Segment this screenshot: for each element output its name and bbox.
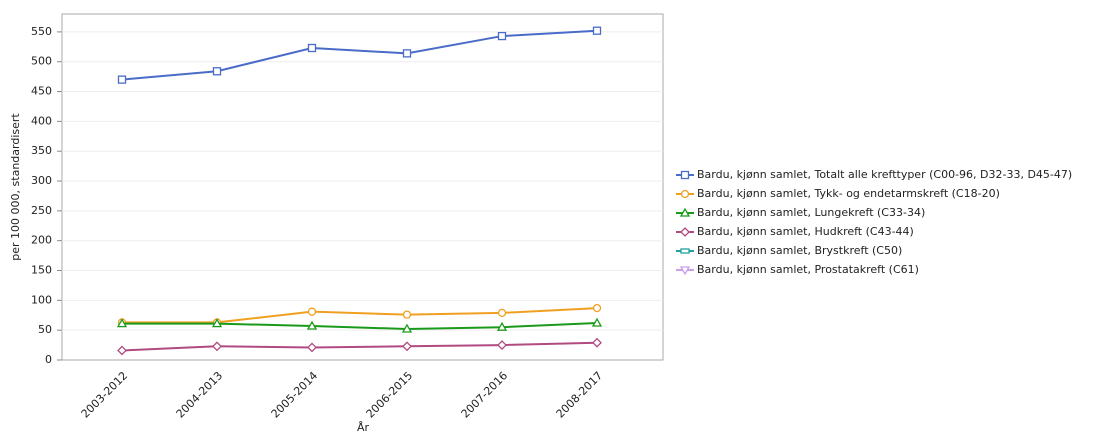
marker	[401, 323, 413, 333]
y-tick-label: 150	[31, 264, 52, 277]
legend-label: Bardu, kjønn samlet, Tykk- og endetarmsk…	[697, 187, 1000, 200]
y-axis-label: per 100 000, standardisert	[9, 113, 22, 261]
x-tick-label: 2003-2012	[79, 369, 131, 421]
marker	[307, 43, 317, 53]
legend-label: Bardu, kjønn samlet, Lungekreft (C33-34)	[697, 206, 925, 219]
x-tick-label: 2008-2017	[554, 369, 606, 421]
x-axis-label: År	[357, 421, 370, 434]
marker	[402, 341, 412, 352]
marker	[591, 317, 603, 327]
marker	[680, 227, 690, 237]
y-tick-label: 400	[31, 114, 52, 127]
marker	[211, 318, 223, 328]
marker	[679, 207, 691, 217]
plot-area	[61, 13, 664, 361]
y-tick-label: 450	[31, 85, 52, 98]
legend-label: Bardu, kjønn samlet, Hudkreft (C43-44)	[697, 225, 914, 238]
marker	[117, 75, 127, 84]
marker	[592, 337, 602, 348]
marker	[116, 318, 128, 328]
marker	[592, 26, 602, 35]
x-tick-label: 2005-2014	[269, 369, 321, 421]
marker	[117, 345, 127, 356]
y-tick-label: 100	[31, 293, 52, 306]
series-line	[122, 322, 598, 330]
marker	[212, 67, 222, 76]
marker	[402, 49, 412, 58]
marker	[592, 303, 602, 313]
marker	[307, 307, 317, 316]
marker	[212, 341, 222, 352]
marker	[497, 340, 507, 351]
marker	[307, 342, 317, 353]
y-tick-label: 550	[31, 25, 52, 38]
marker	[679, 266, 691, 276]
marker	[497, 31, 507, 41]
series-line	[121, 29, 598, 81]
legend-label: Bardu, kjønn samlet, Totalt alle kreftty…	[697, 168, 1072, 181]
y-tick-label: 250	[31, 204, 52, 217]
marker	[497, 308, 507, 318]
marker	[680, 189, 690, 199]
series-line	[122, 307, 598, 324]
y-tick-label: 350	[31, 144, 52, 157]
marker	[306, 320, 318, 330]
legend-label: Bardu, kjønn samlet, Prostatakreft (C61)	[697, 263, 919, 276]
x-tick-label: 2004-2013	[174, 369, 226, 421]
y-tick-label: 500	[31, 55, 52, 68]
marker	[402, 310, 412, 319]
y-tick-label: 50	[38, 323, 52, 336]
marker	[680, 248, 690, 254]
x-tick-label: 2007-2016	[459, 369, 511, 421]
marker	[496, 321, 508, 331]
series-line	[121, 341, 598, 352]
legend-label: Bardu, kjønn samlet, Brystkreft (C50)	[697, 244, 902, 257]
x-tick-label: 2006-2015	[364, 369, 416, 421]
marker	[680, 170, 690, 180]
y-tick-label: 300	[31, 174, 52, 187]
y-tick-label: 0	[45, 353, 52, 366]
y-tick-label: 200	[31, 234, 52, 247]
